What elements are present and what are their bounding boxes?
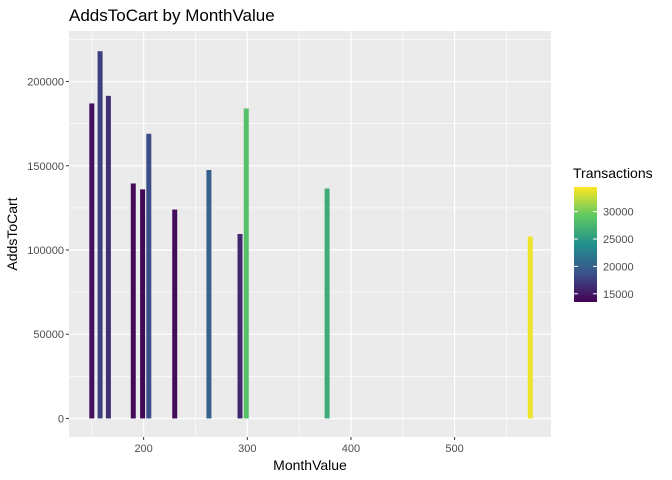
x-tick-label: 200	[134, 443, 152, 455]
bar	[130, 183, 136, 419]
legend: Transactions 15000 20000 25000 30000	[573, 165, 653, 302]
bars	[89, 51, 533, 419]
x-tick-label: 500	[445, 443, 463, 455]
bar	[89, 103, 95, 419]
legend-tick-label: 30000	[603, 207, 634, 219]
legend-tick-label: 20000	[603, 261, 634, 273]
y-tick-label: 0	[58, 413, 64, 425]
y-tick-label: 200000	[27, 77, 64, 89]
x-axis-title: MonthValue	[273, 457, 347, 473]
y-tick-label: 100000	[27, 245, 64, 257]
chart-title: AddsToCart by MonthValue	[69, 6, 275, 25]
legend-colorbar	[574, 187, 597, 302]
bar	[146, 133, 152, 419]
bar	[527, 236, 533, 419]
x-tick-label: 300	[238, 443, 256, 455]
bar	[243, 108, 249, 419]
bar	[172, 209, 178, 419]
legend-tick-label: 15000	[603, 289, 634, 301]
y-axis-title: AddsToCart	[4, 197, 20, 270]
bar	[324, 188, 330, 419]
y-tick-label: 50000	[33, 329, 64, 341]
bar	[140, 189, 146, 419]
x-tick-label: 400	[342, 443, 360, 455]
legend-title: Transactions	[573, 165, 653, 181]
bar	[206, 169, 212, 419]
y-tick-label: 150000	[27, 161, 64, 173]
y-axis-ticks: 0 50000 100000 150000 200000	[27, 77, 69, 425]
legend-tick-label: 25000	[603, 234, 634, 246]
x-axis-ticks: 200 300 400 500	[134, 437, 464, 455]
legend-ticks: 15000 20000 25000 30000	[574, 207, 634, 301]
bar	[105, 95, 111, 419]
bar	[237, 234, 243, 419]
bar	[97, 51, 103, 419]
